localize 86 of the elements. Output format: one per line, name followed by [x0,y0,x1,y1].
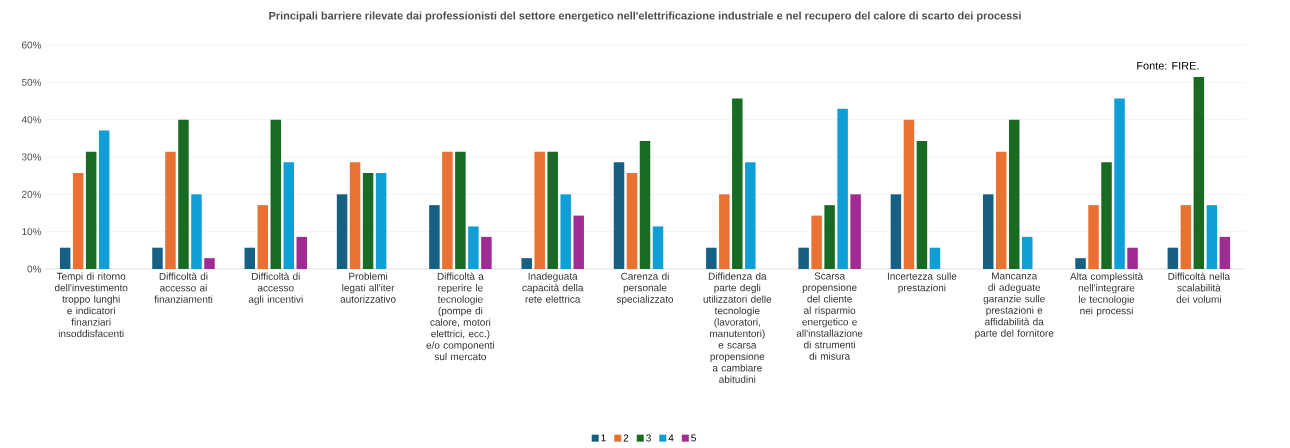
bar [442,151,453,269]
bar [1075,258,1086,269]
bar [719,194,730,269]
legend-label: 3 [646,434,651,442]
bar [1193,77,1205,269]
bar [745,162,756,269]
bar [706,247,717,269]
bar [850,194,861,269]
bar [639,140,651,269]
bar [85,151,97,269]
y-tick-label: 20% [22,190,42,198]
y-tick-label: 0% [27,265,42,273]
bar [652,226,664,269]
bar [1167,247,1179,269]
bar [191,194,202,269]
bar [798,247,809,269]
bar [178,119,189,269]
bar [296,236,308,269]
x-tick-label: Difficoltà di accesso agli incentivi [248,272,303,305]
bar [59,247,71,269]
bar [573,215,584,269]
x-tick-label: Alta complessità nell'integrare le tecnologie nei processi [1070,272,1144,317]
bar [244,247,256,269]
bar [837,108,848,269]
bar [613,162,625,269]
x-tick-label: Tempi di ritorno dell'investimento troppo lunghi e indicatori finanziari insoddisfacenti [54,272,128,338]
bar [1180,205,1192,269]
bar [903,119,915,269]
x-tick-label: Mancanza di adeguate garanzie sulle prestazioni e affidabilità da parte del fornitore [975,272,1054,339]
bar [995,151,1007,269]
bar [1008,119,1020,269]
bar [362,173,374,269]
annotation: Fonte: FIRE. [1137,61,1199,70]
bar [152,247,163,269]
bar [1206,205,1218,269]
bar [283,162,295,269]
bar [270,119,282,269]
bar [560,194,571,269]
bar [547,151,558,269]
y-tick-label: 30% [21,153,42,161]
bar [824,205,835,269]
bar [916,140,928,269]
bar [429,205,440,269]
bar [349,162,361,269]
x-tick-label: Incertezza sulle prestazioni [887,272,957,294]
x-tick-label: Difficoltà nella scalabilità dei volumi [1168,272,1231,303]
y-tick-label: 60% [22,41,42,49]
y-tick-label: 10% [22,228,42,236]
bar [336,194,348,269]
bar [1127,247,1138,269]
bar [481,236,492,269]
x-tick-label: Inadeguata capacità della rete elettrica [522,272,584,303]
legend-label: 1 [601,434,606,442]
bar [626,173,638,269]
bar [1219,236,1231,269]
x-tick-label: Carenza di personale specializzato [616,272,674,305]
legend-label: 5 [691,434,696,442]
bar [98,130,110,269]
bar [1088,205,1099,269]
bar [72,173,84,269]
x-tick-label: Problemi legati all'iter autorizzativo [340,272,396,303]
bar [732,98,743,269]
bar [204,258,215,269]
bar [890,194,902,269]
bar [521,258,532,269]
legend-label: 2 [623,434,629,442]
x-tick-label: Difficoltà a reperire le tecnologie (pompe di calore, motori elettrici, ecc.) e/o componenti sul mercato [426,272,495,361]
legend-label: 4 [668,434,674,442]
bar [165,151,176,269]
bar [1101,162,1112,269]
chart-title: Principali barriere rilevate dai professionisti del settore energetico nell'elettrificazione industriale e nel recupero del calore di scarto dei processi [269,11,1021,22]
y-tick-label: 40% [21,116,42,124]
y-tick-label: 50% [21,78,42,86]
x-tick-label: Difficoltà di accesso ai finanziamenti [154,272,213,303]
bar [468,226,479,269]
category-label: Diffidenza da parte degli utilizzatori delle tecnologie (lavoratori, manutentori) e scarsa propensione a cambiare abitudini [703,272,772,383]
x-tick-label: Scarsa propensione del cliente al risparmio energetico e all'installazione di strumenti di misura [796,272,863,360]
bar [257,205,269,269]
bar [929,247,941,269]
bar [811,215,822,269]
bar [375,173,387,269]
bar [534,151,545,269]
bar [1114,98,1125,269]
bar [1021,236,1033,269]
bar [982,194,994,269]
bar [455,151,466,269]
